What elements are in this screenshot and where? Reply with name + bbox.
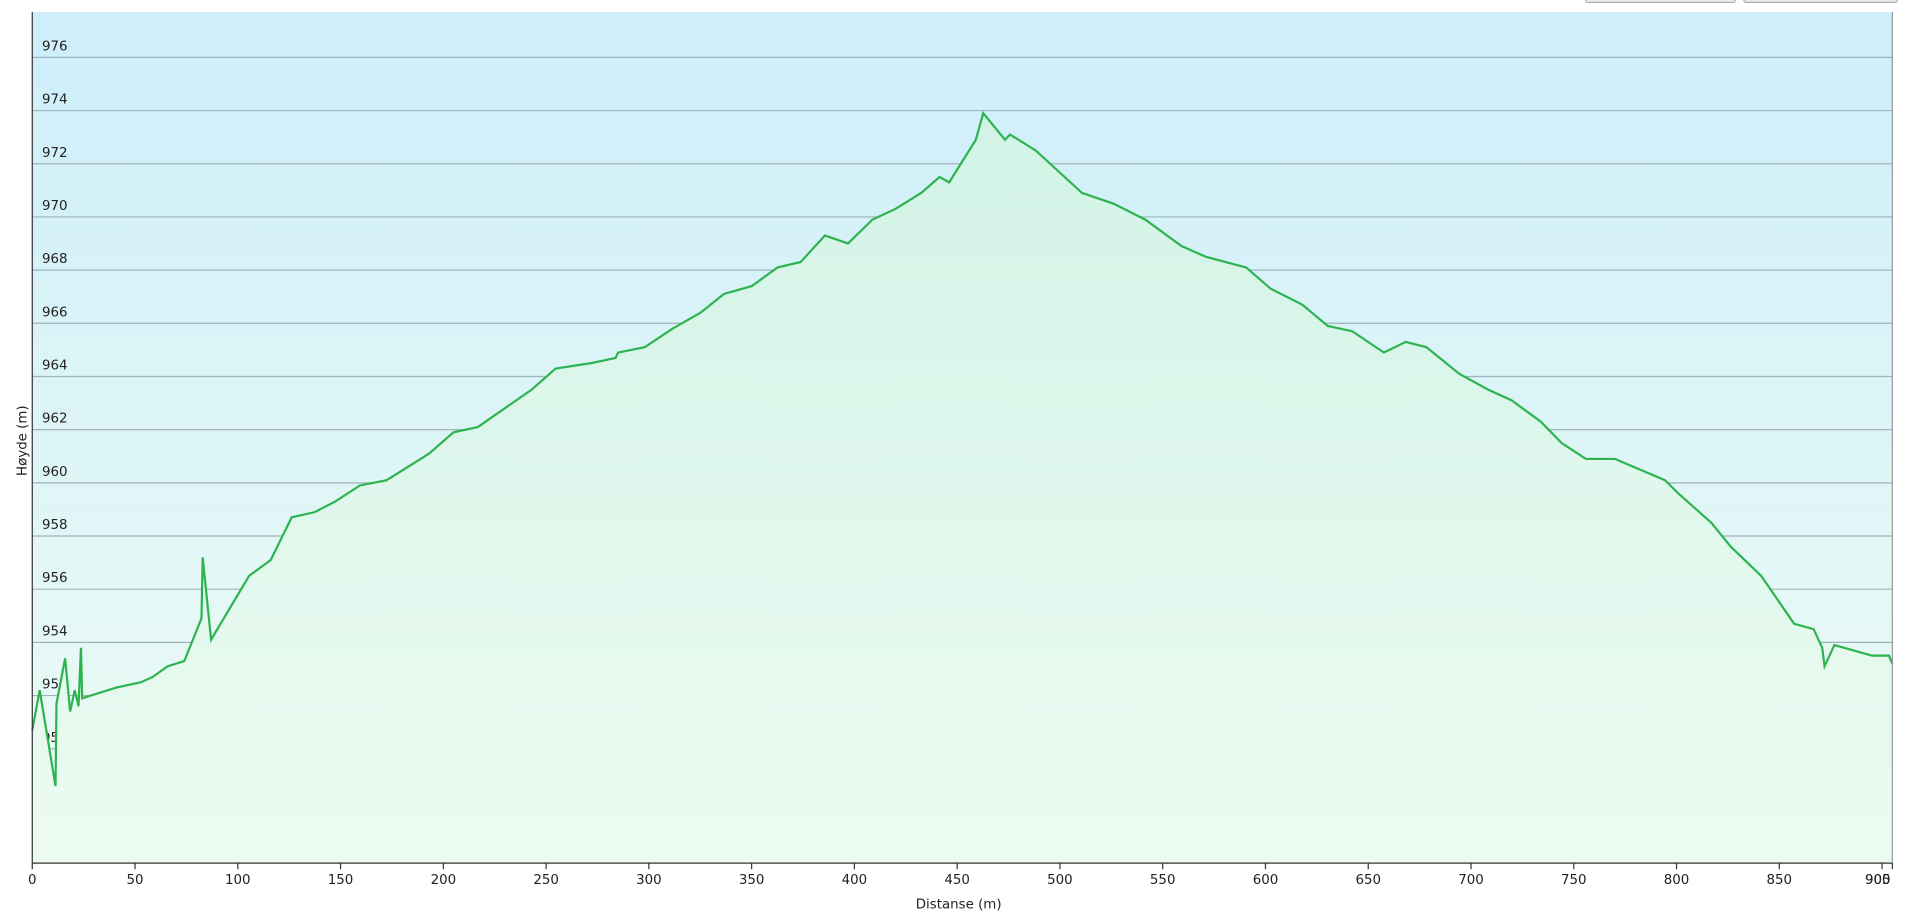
y-tick-label: 962 [42,412,68,427]
y-tick-label: 956 [42,571,68,586]
x-tick-label: 700 [1458,873,1484,888]
area-fill [32,113,1893,864]
x-tick-label: 750 [1561,873,1587,888]
x-tick-label: 100 [225,873,251,888]
y-tick-label: 974 [42,93,68,108]
y-tick-label: 958 [42,518,68,533]
x-tick-label: 800 [1664,873,1690,888]
x-tick-label: 450 [944,873,970,888]
x-tick-label: 550 [1150,873,1176,888]
x-tick-label: 50 [127,873,144,888]
x-tick-label: 150 [328,873,354,888]
x-tick-label: 900 [1865,873,1891,888]
x-tick-label: 650 [1355,873,1381,888]
y-axis-title: Høyde (m) [16,405,31,476]
toolbar-button[interactable] [1584,0,1736,4]
x-tick-label: 200 [431,873,457,888]
x-tick-label: 850 [1767,873,1793,888]
y-tick-label: 968 [42,252,68,267]
x-tick-label: 250 [533,873,559,888]
x-tick-label: 0 [28,873,37,888]
y-tick-label: 970 [42,199,68,214]
x-tick-label: 400 [842,873,868,888]
x-tick-label: 350 [739,873,765,888]
toolbar-button[interactable] [1743,0,1898,4]
y-tick-label: 976 [42,39,68,54]
y-tick-label: 954 [42,624,68,639]
y-tick-label: 966 [42,305,68,320]
elevation-line [31,110,1894,787]
y-tick-label: 964 [42,359,68,374]
x-axis-title: Distanse (m) [916,897,1002,912]
x-tick-label: 500 [1047,873,1073,888]
x-tick-label: 600 [1253,873,1279,888]
y-tick-label: 972 [42,146,68,161]
y-tick-label: 960 [42,465,68,480]
x-tick-label: 300 [636,873,662,888]
x-tick-label: 905 [1865,873,1891,888]
